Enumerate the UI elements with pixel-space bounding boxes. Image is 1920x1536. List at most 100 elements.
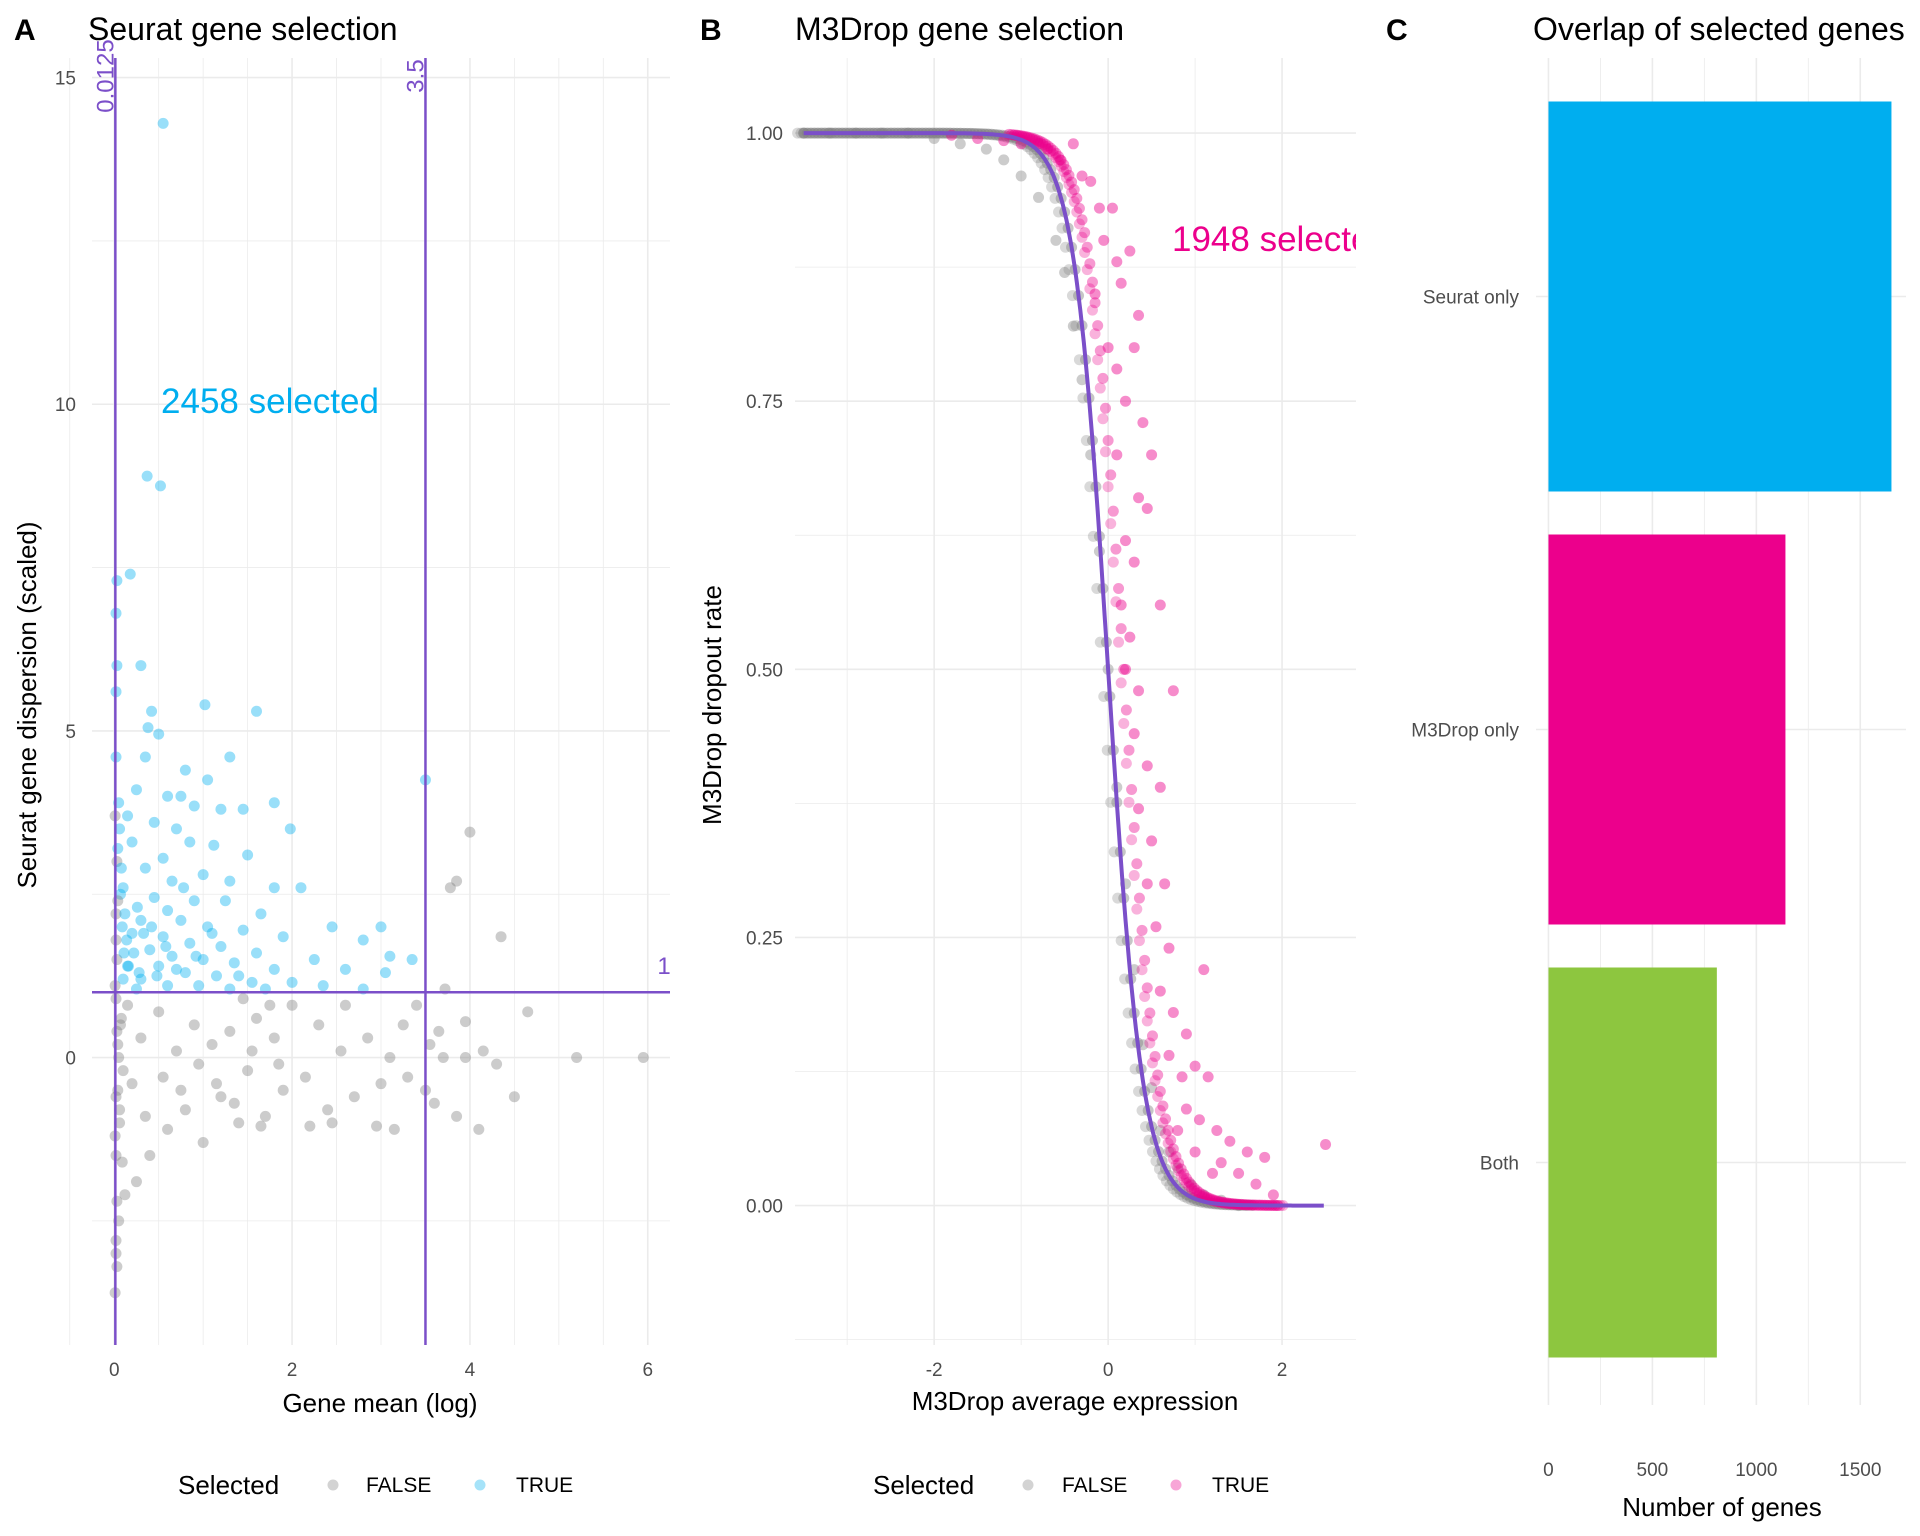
- data-point-false: [1150, 1155, 1162, 1167]
- data-point-true: [1081, 264, 1093, 276]
- data-point-true: [1086, 304, 1098, 316]
- data-point-true: [1136, 964, 1148, 976]
- data-point-true: [1198, 964, 1210, 976]
- data-point-true: [1157, 1117, 1169, 1129]
- data-point-false: [1076, 374, 1088, 386]
- data-point-false: [1146, 1082, 1158, 1094]
- data-point-true: [1055, 154, 1067, 166]
- data-point-false: [444, 882, 456, 894]
- data-point-false: [437, 1052, 449, 1064]
- data-point-false: [792, 127, 804, 139]
- data-point-true: [1115, 677, 1127, 689]
- data-point-true: [1320, 1138, 1332, 1150]
- data-point-true: [1133, 685, 1145, 697]
- data-point-true: [237, 924, 249, 936]
- data-point-true: [308, 954, 320, 966]
- data-point-false: [384, 1052, 396, 1064]
- data-point-false: [495, 931, 507, 943]
- data-point-false: [998, 154, 1010, 166]
- data-point-false: [1094, 636, 1106, 648]
- data-point-true: [1191, 1185, 1203, 1197]
- data-point-true: [1224, 1135, 1236, 1147]
- category-label: M3Drop only: [1411, 721, 1519, 742]
- data-point-true: [1139, 991, 1151, 1003]
- data-point-true: [1189, 1146, 1201, 1158]
- data-point-true: [1111, 363, 1123, 375]
- y-tick-label: 0.50: [746, 660, 783, 681]
- data-point-true: [1176, 1071, 1188, 1083]
- data-point-true: [1149, 1051, 1161, 1063]
- data-point-false: [1119, 973, 1131, 985]
- data-point-true: [1120, 535, 1132, 547]
- data-point-true: [116, 921, 128, 933]
- data-point-true: [1094, 345, 1106, 357]
- data-point-true: [1183, 1176, 1195, 1188]
- data-point-true: [1180, 1172, 1192, 1184]
- data-point-false: [339, 999, 351, 1011]
- reference-line-label: 3.5: [402, 59, 429, 92]
- data-point-true: [1120, 757, 1132, 769]
- data-point-true: [144, 944, 156, 956]
- data-point-true: [1241, 1146, 1253, 1158]
- data-point-true: [202, 774, 214, 786]
- data-point-true: [153, 728, 165, 740]
- data-point-true: [1047, 145, 1059, 157]
- data-point-false: [637, 1052, 649, 1064]
- data-point-false: [1080, 434, 1092, 446]
- data-point-false: [115, 1012, 127, 1024]
- data-point-false: [162, 1123, 174, 1135]
- data-point-true: [1175, 1163, 1187, 1175]
- data-point-true: [114, 888, 126, 900]
- data-point-true: [1131, 858, 1143, 870]
- data-point-false: [215, 1091, 227, 1103]
- data-point-true: [1092, 354, 1104, 366]
- data-point-true: [1149, 1075, 1161, 1087]
- data-point-true: [1146, 1030, 1158, 1042]
- data-point-true: [1196, 1188, 1208, 1200]
- data-point-true: [339, 963, 351, 975]
- data-point-false: [114, 1104, 126, 1116]
- data-point-true: [1146, 835, 1158, 847]
- data-point-true: [1118, 717, 1130, 729]
- panel-a-reference-lines-front: 0.0125 3.5 1: [92, 39, 671, 1345]
- data-point-true: [130, 784, 142, 796]
- data-point-false: [116, 1156, 128, 1168]
- data-point-true: [1066, 176, 1078, 188]
- data-point-true: [1029, 133, 1041, 145]
- data-point-true: [1193, 1187, 1205, 1199]
- data-point-true: [1093, 202, 1105, 214]
- data-point-true: [1113, 582, 1125, 594]
- panel-c-bars: [1548, 101, 1892, 1358]
- data-point-true: [1089, 288, 1101, 300]
- data-point-true: [1141, 878, 1153, 890]
- data-point-true: [1163, 1049, 1175, 1061]
- data-point-true: [1089, 328, 1101, 340]
- data-point-true: [139, 751, 151, 763]
- data-point-true: [1047, 148, 1059, 160]
- data-point-true: [1053, 151, 1065, 163]
- data-point-true: [326, 921, 338, 933]
- data-point-false: [371, 1120, 383, 1132]
- data-point-true: [1128, 728, 1140, 740]
- data-point-false: [112, 1038, 124, 1050]
- data-point-false: [1015, 170, 1027, 182]
- panel-b-y-axis-title: M3Drop dropout rate: [697, 585, 727, 825]
- data-point-true: [1097, 372, 1109, 384]
- data-point-true: [1041, 143, 1053, 155]
- data-point-false: [1073, 354, 1085, 366]
- data-point-true: [1128, 869, 1140, 881]
- data-point-true: [170, 823, 182, 835]
- data-point-true: [122, 810, 134, 822]
- data-point-true: [1178, 1174, 1190, 1186]
- data-point-false: [157, 1071, 169, 1083]
- panel-a-ticks: 0 2 4 6 0 5 10 15: [55, 69, 653, 1381]
- data-point-true: [268, 963, 280, 975]
- panel-c-title: Overlap of selected genes: [1533, 11, 1905, 47]
- data-point-true: [126, 836, 138, 848]
- data-point-false: [402, 1071, 414, 1083]
- data-point-true: [1188, 1185, 1200, 1197]
- data-point-true: [1039, 138, 1051, 150]
- data-point-true: [1110, 543, 1122, 555]
- data-point-true: [1233, 1167, 1245, 1179]
